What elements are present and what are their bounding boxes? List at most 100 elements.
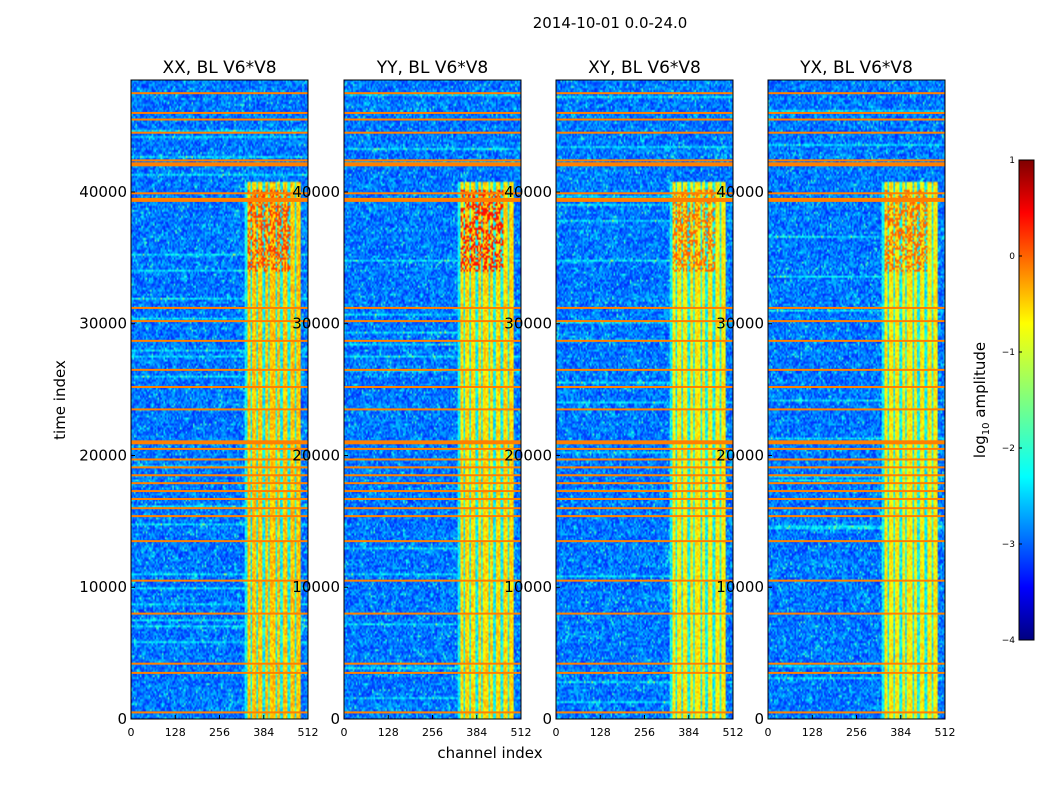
flagged-row (344, 540, 521, 543)
flagged-row (131, 579, 308, 582)
flagged-row (768, 711, 945, 714)
y-tick-label: 40000 (292, 183, 340, 201)
flagged-row (768, 662, 945, 665)
flagged-row (131, 507, 308, 510)
flagged-row (344, 131, 521, 134)
flagged-row (556, 579, 733, 582)
flagged-row (344, 368, 521, 371)
heatmap-image (131, 80, 308, 719)
flagged-row (768, 92, 945, 95)
flagged-row (131, 482, 308, 485)
colorbar-tick-label: −2 (1002, 444, 1015, 454)
flagged-row (556, 385, 733, 388)
flagged-row (556, 662, 733, 665)
flagged-row (344, 192, 521, 195)
flagged-row (556, 192, 733, 195)
x-tick-label: 0 (341, 726, 348, 739)
flagged-row (131, 197, 308, 202)
flagged-row (344, 466, 521, 469)
panel-title: XX, BL V6*V8 (162, 58, 276, 78)
flagged-row (131, 466, 308, 469)
heatmap-image (344, 80, 521, 719)
flagged-row (344, 111, 521, 114)
flagged-row (768, 192, 945, 195)
flagged-row (344, 612, 521, 615)
flagged-row (768, 474, 945, 477)
flagged-row (768, 612, 945, 615)
flagged-row (131, 385, 308, 388)
flagged-row (768, 385, 945, 388)
x-tick-label: 512 (935, 726, 956, 739)
flagged-row (344, 440, 521, 445)
x-tick-label: 0 (765, 726, 772, 739)
y-tick-label: 10000 (504, 578, 552, 596)
flagged-row (556, 131, 733, 134)
y-tick-label: 30000 (504, 315, 552, 333)
flagged-row (344, 490, 521, 493)
flagged-row (768, 162, 945, 167)
x-tick-label: 512 (298, 726, 319, 739)
x-tick-label: 256 (634, 726, 655, 739)
flagged-row (131, 162, 308, 167)
flagged-row (556, 497, 733, 500)
flagged-row (131, 612, 308, 615)
flagged-row (131, 474, 308, 477)
flagged-row (131, 458, 308, 461)
flagged-row (768, 447, 945, 450)
y-tick-label: 0 (330, 710, 340, 728)
flagged-row (556, 612, 733, 615)
flagged-row (131, 408, 308, 411)
x-tick-label: 512 (511, 726, 532, 739)
flagged-row (556, 466, 733, 469)
flagged-row (344, 385, 521, 388)
flagged-row (344, 162, 521, 167)
flagged-row (344, 320, 521, 323)
colorbar-label-tail: amplitude (971, 342, 989, 423)
panel-0: XX, BL V6*V8 0 128 256 384 512 0 10000 20000 3000… (79, 58, 318, 739)
flagged-row (768, 497, 945, 500)
flagged-row (556, 408, 733, 411)
y-tick-label: 40000 (79, 183, 127, 201)
y-tick-label: 20000 (716, 446, 764, 464)
flagged-row (768, 482, 945, 485)
y-tick-label: 10000 (79, 578, 127, 596)
colorbar-tick-label: 1 (1009, 156, 1015, 166)
flagged-row (768, 306, 945, 309)
colorbar-tick-label: −3 (1002, 540, 1015, 550)
flagged-row (131, 671, 308, 674)
y-tick-label: 30000 (79, 315, 127, 333)
colorbar-tick-label: −4 (1002, 636, 1016, 646)
x-tick-label: 0 (128, 726, 135, 739)
x-tick-label: 128 (378, 726, 399, 739)
flagged-row (344, 474, 521, 477)
panel-2: XY, BL V6*V8 0 128 256 384 512 0 10000 20000 3000… (504, 58, 743, 739)
x-tick-label: 256 (846, 726, 867, 739)
colorbar-ticks: 1 0 −1 −2 −3 −4 (1002, 156, 1022, 646)
flagged-row (344, 579, 521, 582)
y-tick-label: 0 (542, 710, 552, 728)
x-tick-label: 512 (723, 726, 744, 739)
flagged-row (344, 159, 521, 162)
y-tick-label: 20000 (292, 446, 340, 464)
flagged-row (344, 515, 521, 518)
heatmap-image (556, 80, 733, 719)
flagged-row (768, 118, 945, 121)
flagged-row (556, 320, 733, 323)
flagged-row (131, 447, 308, 450)
y-tick-label: 20000 (79, 446, 127, 464)
flagged-row (768, 111, 945, 114)
y-tick-label: 40000 (504, 183, 552, 201)
flagged-row (344, 711, 521, 714)
flagged-row (131, 711, 308, 714)
flagged-row (131, 540, 308, 543)
colorbar-gradient (1018, 159, 1035, 641)
flagged-row (556, 339, 733, 342)
flagged-row (344, 306, 521, 309)
x-tick-label: 128 (590, 726, 611, 739)
x-axis-label: channel index (437, 744, 542, 762)
flagged-row (556, 118, 733, 121)
panel-1: YY, BL V6*V8 0 128 256 384 512 0 10000 20000 3000… (292, 58, 531, 739)
flagged-row (556, 447, 733, 450)
colorbar-label-subscript: 10 (981, 422, 992, 435)
